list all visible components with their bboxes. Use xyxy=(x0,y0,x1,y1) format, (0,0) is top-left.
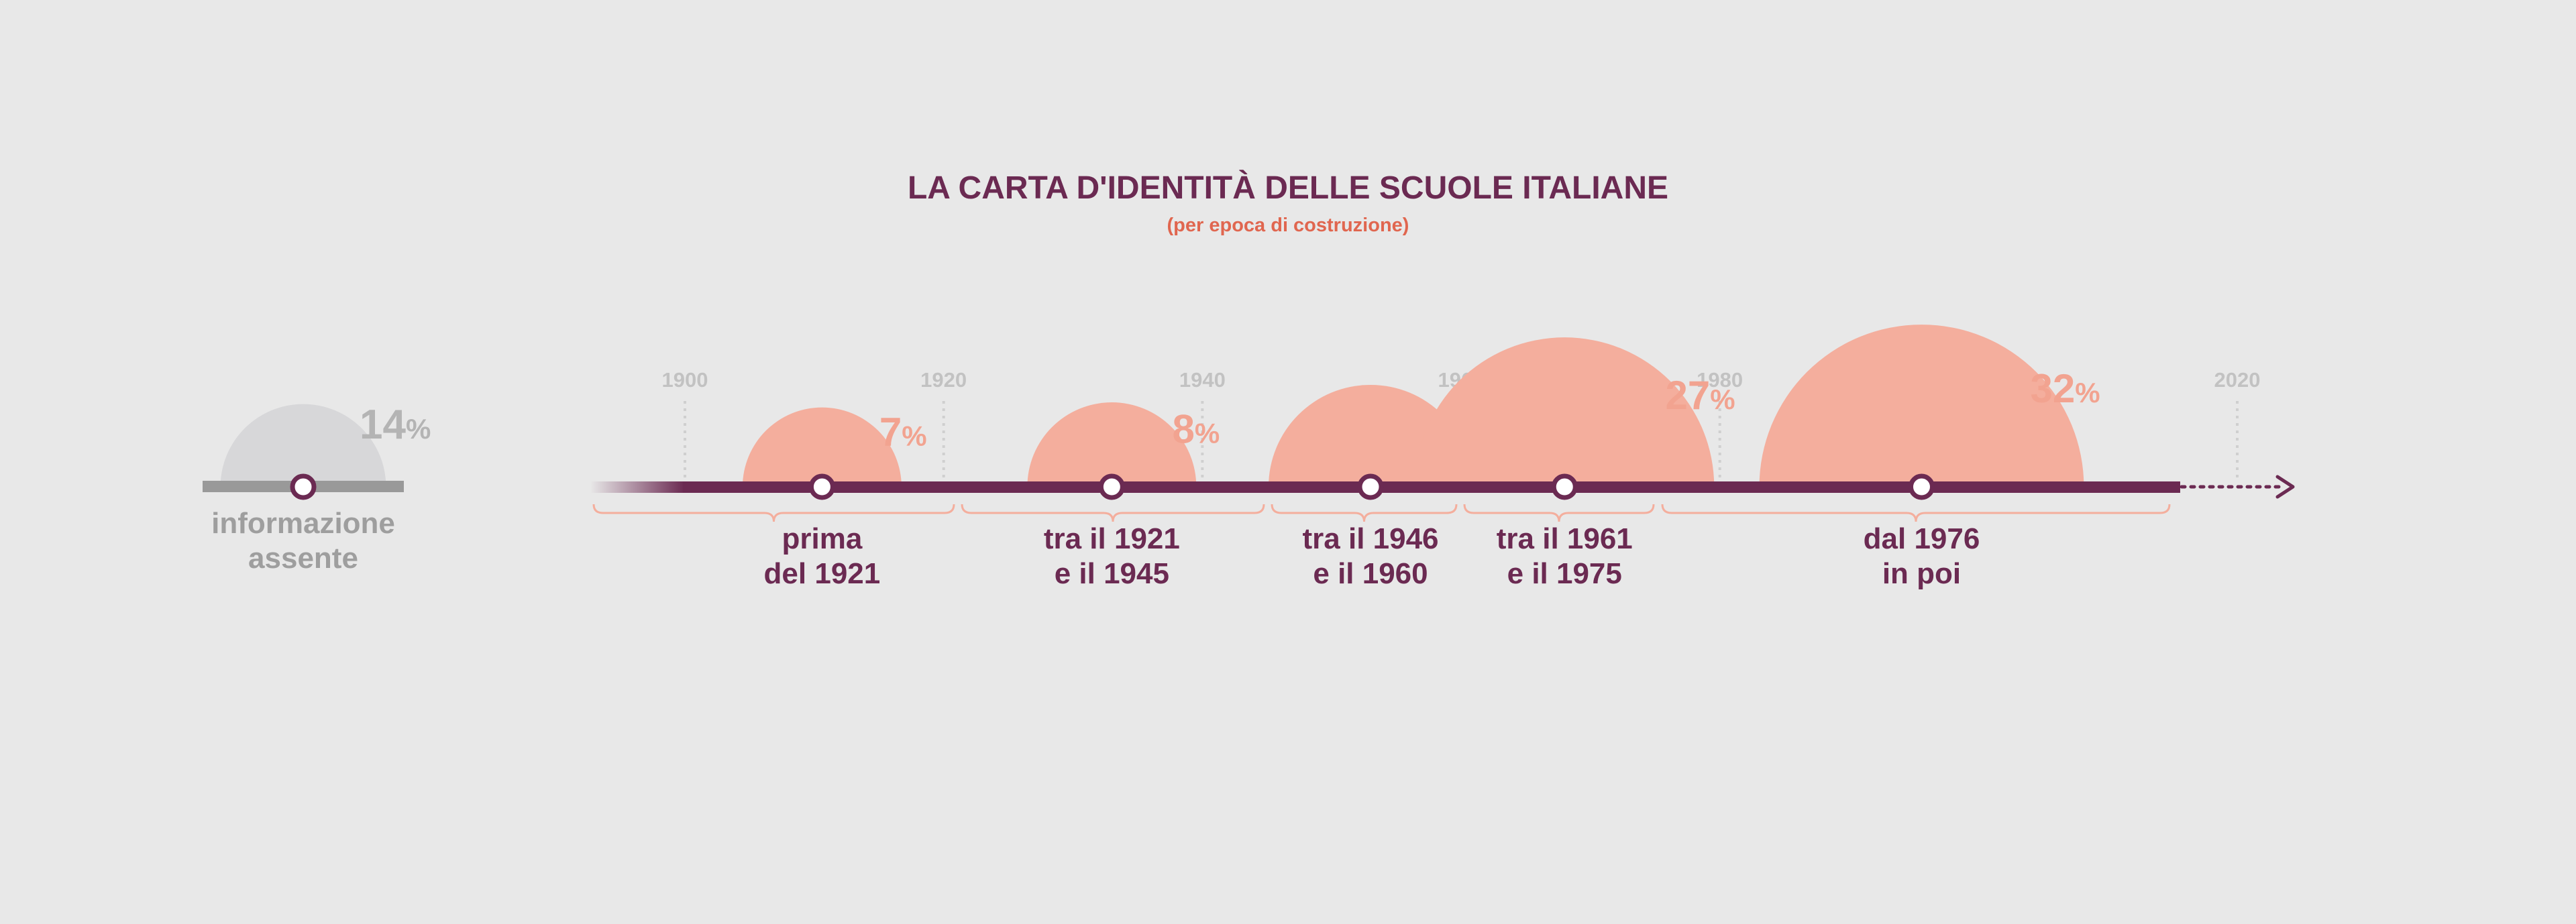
missing-info-label-line2: assente xyxy=(248,542,358,575)
tick-label-1920: 1920 xyxy=(920,368,967,392)
bubble-value-4: 32 xyxy=(2030,366,2075,411)
period-label-line1-3: tra il 1961 xyxy=(1497,522,1633,555)
period-label-line2-0: del 1921 xyxy=(764,557,881,590)
period-markers xyxy=(808,473,1935,500)
timeline-fade xyxy=(590,481,684,493)
missing-info-percent: 14% xyxy=(360,402,431,448)
bubble-value-1: 8 xyxy=(1172,406,1194,451)
tick-label-1900: 1900 xyxy=(662,368,708,392)
bubbles: 7%8%12%27%32% xyxy=(742,325,2100,487)
period-marker-3 xyxy=(1551,473,1578,500)
period-brace-1 xyxy=(961,504,1265,522)
bubble-percent-0: 7% xyxy=(879,409,927,454)
period-label-line2-3: e il 1975 xyxy=(1507,557,1622,590)
bubble-percent-1: 8% xyxy=(1172,406,1220,451)
bubble-unit-0: % xyxy=(902,420,926,451)
period-label-line2-2: e il 1960 xyxy=(1313,557,1428,590)
missing-info-label-line1: informazione xyxy=(211,507,395,540)
bubble-1 xyxy=(1027,402,1197,487)
bubble-4 xyxy=(1759,325,2084,487)
bubble-percent-4: 32% xyxy=(2030,366,2100,411)
bubble-value-3: 27 xyxy=(1666,373,1711,418)
missing-info-bubble xyxy=(220,404,386,487)
period-label-line2-1: e il 1945 xyxy=(1055,557,1169,590)
chart-subtitle: (per epoca di costruzione) xyxy=(1167,215,1409,236)
period-marker-1 xyxy=(1098,473,1125,500)
period-marker-4 xyxy=(1908,473,1935,500)
period-brace-4 xyxy=(1661,504,2171,522)
period-brace-3 xyxy=(1463,504,1655,522)
chart-title: LA CARTA D'IDENTITÀ DELLE SCUOLE ITALIAN… xyxy=(908,170,1668,206)
period-marker-0 xyxy=(808,473,835,500)
bubble-unit-4: % xyxy=(2075,377,2100,408)
period-label-line1-2: tra il 1946 xyxy=(1303,522,1439,555)
tick-label-1940: 1940 xyxy=(1179,368,1226,392)
period-brace-0 xyxy=(592,504,955,522)
bubble-unit-1: % xyxy=(1195,417,1220,449)
missing-info-unit: % xyxy=(406,413,431,445)
missing-info-group: 14% informazione assente xyxy=(203,402,431,575)
bubble-unit-3: % xyxy=(1710,384,1735,415)
arrow-head-icon xyxy=(2275,475,2295,499)
bubble-percent-3: 27% xyxy=(1666,373,1735,418)
period-marker-2 xyxy=(1357,473,1384,500)
bubble-0 xyxy=(742,407,902,487)
missing-info-marker xyxy=(290,473,317,500)
bubble-value-0: 7 xyxy=(879,409,902,454)
period-label-line2-4: in poi xyxy=(1882,557,1961,590)
period-braces xyxy=(592,504,2171,522)
period-label-line1-0: prima xyxy=(782,522,862,555)
timeline-line xyxy=(683,481,2180,493)
period-label-line1-4: dal 1976 xyxy=(1864,522,1980,555)
period-brace-2 xyxy=(1271,504,1458,522)
tick-label-2020: 2020 xyxy=(2214,368,2261,392)
missing-info-value: 14 xyxy=(360,402,406,448)
period-label-line1-1: tra il 1921 xyxy=(1044,522,1180,555)
tick-label-1980: 1980 xyxy=(1697,368,1743,392)
bubble-3 xyxy=(1415,337,1715,487)
